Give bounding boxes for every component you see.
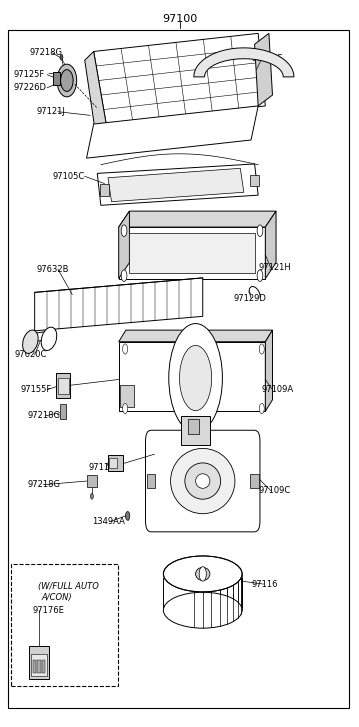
Text: 1349AA: 1349AA [92, 517, 125, 526]
Bar [87, 475, 97, 487]
Text: 97116: 97116 [251, 579, 278, 589]
Polygon shape [119, 342, 265, 411]
Text: 97105C: 97105C [52, 172, 85, 181]
Ellipse shape [61, 70, 73, 92]
Circle shape [121, 225, 127, 236]
Circle shape [257, 270, 263, 281]
Bar [60, 404, 66, 419]
Bar [181, 416, 210, 445]
Circle shape [121, 270, 127, 281]
Text: 97218G: 97218G [29, 49, 62, 57]
Text: 97226D: 97226D [14, 84, 47, 92]
Bar [58, 378, 69, 394]
Bar [130, 233, 255, 273]
Bar [37, 659, 41, 672]
Circle shape [123, 403, 128, 414]
Circle shape [199, 566, 206, 581]
Bar [32, 654, 47, 675]
Polygon shape [108, 169, 244, 201]
Text: 97620C: 97620C [14, 350, 47, 359]
Text: 97121H: 97121H [258, 263, 291, 272]
Text: 97109A: 97109A [262, 385, 294, 394]
Polygon shape [255, 33, 272, 106]
Text: 97218G: 97218G [28, 480, 61, 489]
Ellipse shape [163, 593, 242, 628]
Circle shape [90, 494, 93, 499]
Circle shape [259, 344, 264, 354]
Text: 97176E: 97176E [33, 606, 65, 615]
Ellipse shape [41, 327, 57, 350]
Bar [52, 72, 60, 85]
Bar [250, 474, 259, 489]
Polygon shape [85, 52, 106, 133]
Bar [188, 419, 199, 434]
Ellipse shape [163, 556, 242, 592]
Bar [33, 659, 36, 672]
Bar [108, 455, 123, 471]
Text: (W/FULL AUTO: (W/FULL AUTO [38, 582, 99, 591]
Polygon shape [119, 211, 130, 278]
Circle shape [169, 324, 223, 433]
Bar [121, 385, 134, 407]
Bar [42, 659, 45, 672]
Text: 97155F: 97155F [20, 385, 52, 394]
Bar [100, 184, 109, 196]
Text: 97109C: 97109C [258, 486, 290, 495]
Text: 97121J: 97121J [37, 107, 65, 116]
Polygon shape [194, 48, 294, 77]
Polygon shape [265, 330, 272, 411]
Text: 97129D: 97129D [233, 294, 266, 302]
Polygon shape [119, 227, 265, 278]
Ellipse shape [171, 449, 235, 514]
Ellipse shape [185, 463, 221, 499]
Circle shape [180, 345, 212, 411]
Circle shape [60, 55, 63, 60]
Polygon shape [97, 164, 258, 205]
Ellipse shape [57, 64, 77, 97]
Ellipse shape [196, 474, 210, 489]
Ellipse shape [23, 330, 38, 353]
Text: 97218G: 97218G [28, 411, 61, 420]
Polygon shape [94, 33, 265, 124]
Bar [56, 373, 70, 398]
Polygon shape [119, 211, 276, 227]
Polygon shape [87, 106, 258, 158]
Bar [250, 174, 259, 186]
Ellipse shape [196, 567, 210, 580]
Text: 97632B: 97632B [37, 265, 69, 273]
Text: 97100: 97100 [162, 14, 197, 24]
Polygon shape [265, 211, 276, 278]
FancyBboxPatch shape [145, 430, 260, 532]
Circle shape [123, 344, 128, 354]
Circle shape [126, 512, 130, 521]
Text: 97127F: 97127F [251, 55, 283, 63]
Circle shape [257, 225, 263, 236]
Bar [11, 564, 118, 686]
Text: 97113B: 97113B [88, 464, 121, 473]
Circle shape [259, 403, 264, 414]
Bar [146, 474, 155, 489]
Text: 97125F: 97125F [14, 71, 45, 79]
Polygon shape [35, 278, 203, 331]
Polygon shape [119, 330, 272, 342]
Bar [109, 458, 117, 468]
Bar [29, 646, 49, 679]
Text: A/CON): A/CON) [42, 593, 73, 603]
